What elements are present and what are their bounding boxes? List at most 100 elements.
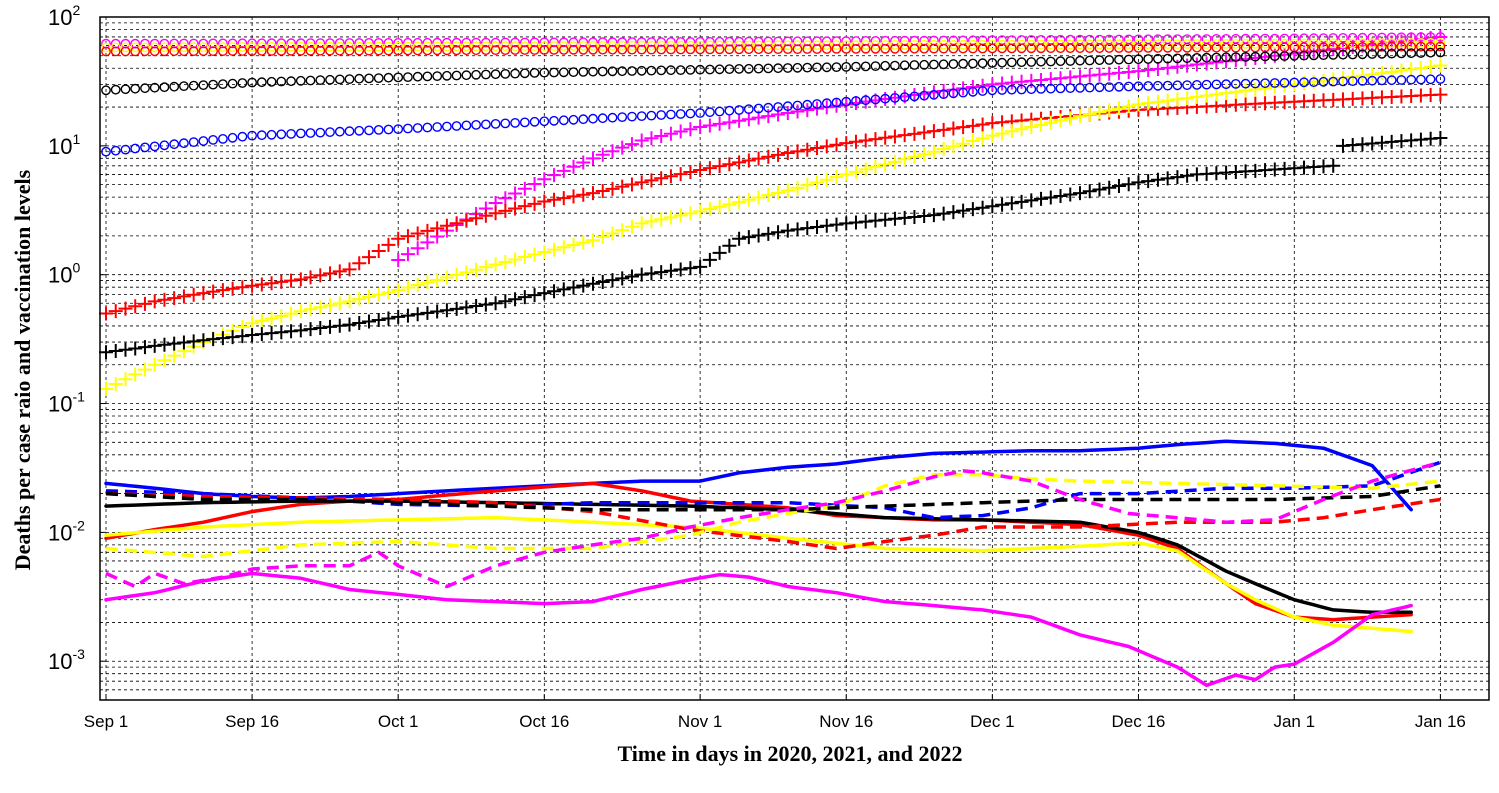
data-point (773, 44, 783, 54)
series-1 (101, 38, 1446, 53)
data-point (137, 296, 152, 311)
data-point (695, 44, 705, 55)
data-point (607, 40, 618, 51)
data-point (1279, 38, 1290, 49)
data-point (1094, 39, 1105, 50)
data-point (819, 218, 834, 233)
data-point (1192, 53, 1202, 63)
data-point (508, 252, 523, 267)
data-point (936, 84, 951, 99)
data-point (137, 362, 152, 377)
data-point (500, 45, 511, 55)
data-point (1075, 43, 1085, 53)
data-point (870, 40, 881, 50)
data-point (987, 85, 998, 96)
series-18 (105, 460, 1441, 589)
data-point (761, 149, 776, 164)
data-point (1201, 52, 1212, 63)
data-point (1121, 177, 1136, 192)
data-point (790, 180, 805, 195)
data-point (890, 40, 900, 50)
data-point (812, 44, 822, 54)
data-point (780, 223, 795, 238)
data-point (702, 118, 717, 133)
data-point (1104, 39, 1115, 50)
data-point (186, 334, 201, 349)
data-point (829, 98, 844, 113)
data-point (1377, 32, 1387, 43)
data-point (948, 59, 959, 69)
data-point (605, 226, 620, 241)
data-point (208, 79, 219, 90)
data-point (342, 317, 357, 332)
data-point (432, 45, 443, 56)
data-point (605, 144, 620, 159)
data-point (1123, 39, 1134, 50)
data-point (402, 45, 413, 56)
data-point (968, 58, 978, 69)
data-point (266, 129, 277, 140)
data-point (576, 187, 591, 202)
data-point (364, 73, 374, 84)
data-point (1250, 38, 1261, 49)
data-point (227, 38, 238, 49)
data-point (780, 105, 795, 120)
data-point (1230, 79, 1241, 89)
data-point (412, 71, 423, 82)
data-point (753, 36, 764, 47)
data-point (256, 38, 267, 49)
data-point (1143, 43, 1154, 53)
data-point (480, 45, 491, 55)
data-point (1277, 78, 1292, 93)
data-point (1026, 39, 1037, 50)
data-point (391, 283, 406, 298)
data-point (130, 143, 141, 154)
data-point (624, 137, 639, 152)
data-point (332, 296, 347, 311)
data-point (810, 141, 825, 156)
data-point (237, 78, 248, 88)
data-point (508, 292, 523, 307)
data-point (743, 44, 754, 55)
data-point (1045, 43, 1056, 54)
data-point (449, 267, 464, 282)
data-point (480, 69, 491, 80)
data-point (383, 41, 394, 52)
data-point (432, 122, 443, 132)
data-point (568, 41, 579, 51)
data-point (1386, 32, 1397, 43)
data-point (938, 43, 949, 54)
data-point (1123, 54, 1134, 65)
data-point (586, 276, 600, 291)
data-point (498, 254, 513, 269)
data-point (987, 58, 998, 68)
data-point (305, 75, 316, 86)
data-point (1425, 47, 1436, 58)
data-point (673, 262, 688, 277)
data-point (1435, 74, 1446, 84)
data-point (1114, 54, 1124, 65)
data-point (732, 195, 747, 210)
data-point (99, 306, 113, 321)
data-point (430, 304, 445, 319)
data-point (634, 267, 649, 282)
data-point (471, 69, 481, 80)
series-11 (104, 515, 1413, 634)
data-point (644, 173, 659, 188)
x-tick-label: Sep 16 (225, 712, 279, 731)
data-point (313, 300, 328, 315)
data-point (547, 284, 562, 299)
data-point (705, 44, 715, 55)
data-point (1269, 38, 1280, 49)
data-point (286, 128, 296, 139)
data-point (683, 206, 698, 221)
data-point (1416, 38, 1426, 48)
data-point (636, 40, 647, 51)
data-point (1075, 55, 1085, 66)
data-point (1153, 43, 1163, 53)
data-point (899, 40, 910, 50)
data-point (732, 155, 747, 170)
data-point (178, 81, 189, 92)
x-tick-label: Jan 16 (1415, 712, 1466, 731)
data-point (1299, 77, 1309, 88)
